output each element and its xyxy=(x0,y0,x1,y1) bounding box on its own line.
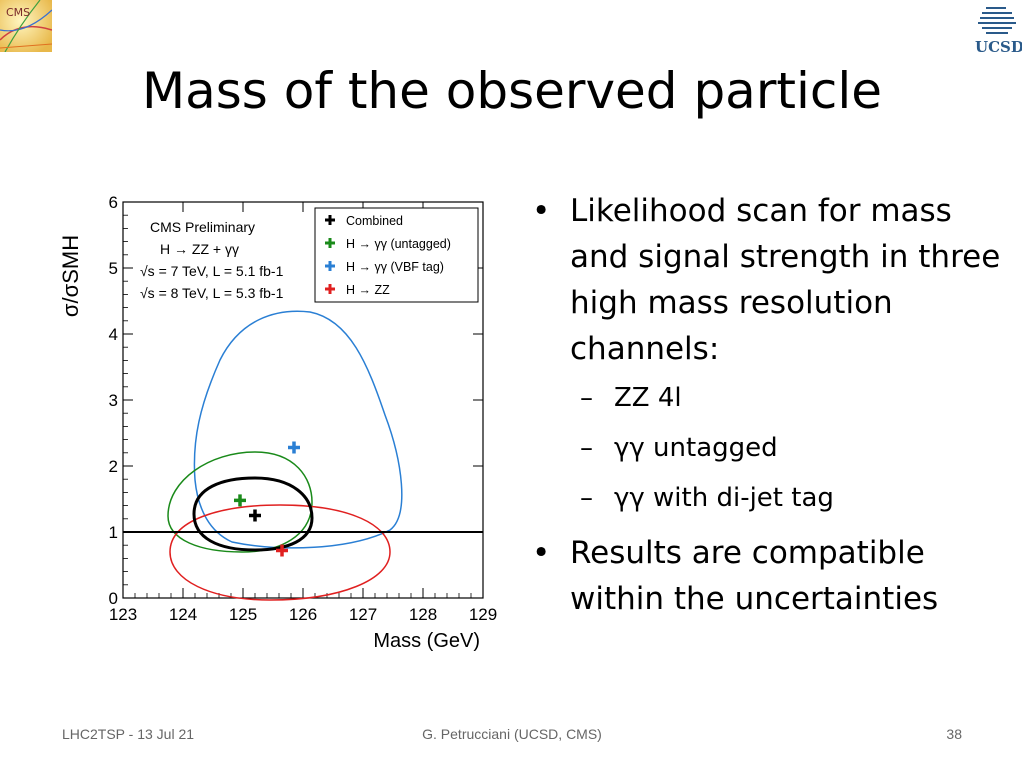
y-tick-label: 1 xyxy=(109,523,118,542)
sub-bullet-text: γγ untagged xyxy=(614,433,778,463)
dash-icon: – xyxy=(580,383,593,413)
y-tick-label: 4 xyxy=(109,325,118,344)
best-fit-point xyxy=(288,441,300,454)
legend-marker xyxy=(325,238,335,248)
svg-text:UCSD: UCSD xyxy=(975,38,1022,56)
legend-label: H → γγ (untagged) xyxy=(346,237,451,251)
y-tick-label: 6 xyxy=(109,193,118,212)
x-tick-label: 125 xyxy=(229,605,257,624)
bullet-text: Likelihood scan for mass and signal stre… xyxy=(570,193,1001,367)
y-axis-label: σ/σSMH xyxy=(58,235,83,317)
x-axis-label: Mass (GeV) xyxy=(373,630,480,652)
cms-logo: CMS xyxy=(0,0,52,52)
annotation-block: CMS Preliminary H → ZZ + γγ √s = 7 TeV, … xyxy=(140,219,284,301)
likelihood-chart: 123 124 125 126 127 128 129 0 1 2 3 4 5 6 CMS Prelimi… xyxy=(50,180,510,660)
contour-untagged xyxy=(167,451,313,553)
x-tick-label: 129 xyxy=(469,605,497,624)
annotation-line: H → ZZ + γγ xyxy=(160,241,239,257)
x-tick-label: 128 xyxy=(409,605,437,624)
svg-text:CMS: CMS xyxy=(6,6,30,19)
x-tick-label: 127 xyxy=(349,605,377,624)
bullet-list: • Likelihood scan for mass and signal st… xyxy=(528,188,1008,630)
y-tick-label: 5 xyxy=(109,259,118,278)
footer-date: LHC2TSP - 13 Jul 21 xyxy=(62,726,195,742)
contour-zz xyxy=(169,504,391,601)
x-tick-label: 123 xyxy=(109,605,137,624)
dash-icon: – xyxy=(580,433,593,463)
y-tick-label: 2 xyxy=(109,457,118,476)
dash-icon: – xyxy=(580,483,593,513)
contour-combined xyxy=(192,476,314,552)
legend-label: Combined xyxy=(346,214,403,228)
sub-bullet-text: γγ with di-jet tag xyxy=(614,483,834,513)
ucsd-logo: UCSD xyxy=(975,7,1022,56)
x-tick-label: 124 xyxy=(169,605,197,624)
legend-marker xyxy=(325,215,335,225)
annotation-line: √s = 8 TeV, L = 5.3 fb-1 xyxy=(140,285,284,301)
y-tick-label: 0 xyxy=(109,589,118,608)
legend-box xyxy=(314,207,479,303)
bullet-item: • Likelihood scan for mass and signal st… xyxy=(528,188,1008,372)
best-fit-point xyxy=(234,494,246,507)
legend: Combined H → γγ (untagged) H → γγ (VBF tag… xyxy=(314,207,479,303)
bullet-item: • Results are compatible within the unce… xyxy=(528,530,1008,622)
x-tick-label: 126 xyxy=(289,605,317,624)
sub-bullet-item: – γγ untagged xyxy=(528,430,1008,466)
footer-author: G. Petrucciani (UCSD, CMS) xyxy=(422,726,602,742)
best-fit-point xyxy=(276,544,288,557)
bullet-text: Results are compatible within the uncert… xyxy=(570,535,939,617)
page-number: 38 xyxy=(946,726,962,742)
best-fit-point xyxy=(249,509,261,522)
sub-bullet-item: – ZZ 4l xyxy=(528,380,1008,416)
legend-label: H → ZZ xyxy=(346,283,390,297)
annotation-line: √s = 7 TeV, L = 5.1 fb-1 xyxy=(140,263,284,279)
sub-bullet-item: – γγ with di-jet tag xyxy=(528,480,1008,516)
legend-marker xyxy=(325,284,335,294)
annotation-line: CMS Preliminary xyxy=(150,219,255,235)
legend-label: H → γγ (VBF tag) xyxy=(346,260,444,274)
bullet-dot-icon: • xyxy=(532,193,551,229)
slide-title: Mass of the observed particle xyxy=(141,62,883,120)
sub-bullet-text: ZZ 4l xyxy=(614,383,682,413)
y-tick-label: 3 xyxy=(109,391,118,410)
legend-marker xyxy=(325,261,335,271)
bullet-dot-icon: • xyxy=(532,535,551,571)
contour-vbf xyxy=(193,310,403,549)
